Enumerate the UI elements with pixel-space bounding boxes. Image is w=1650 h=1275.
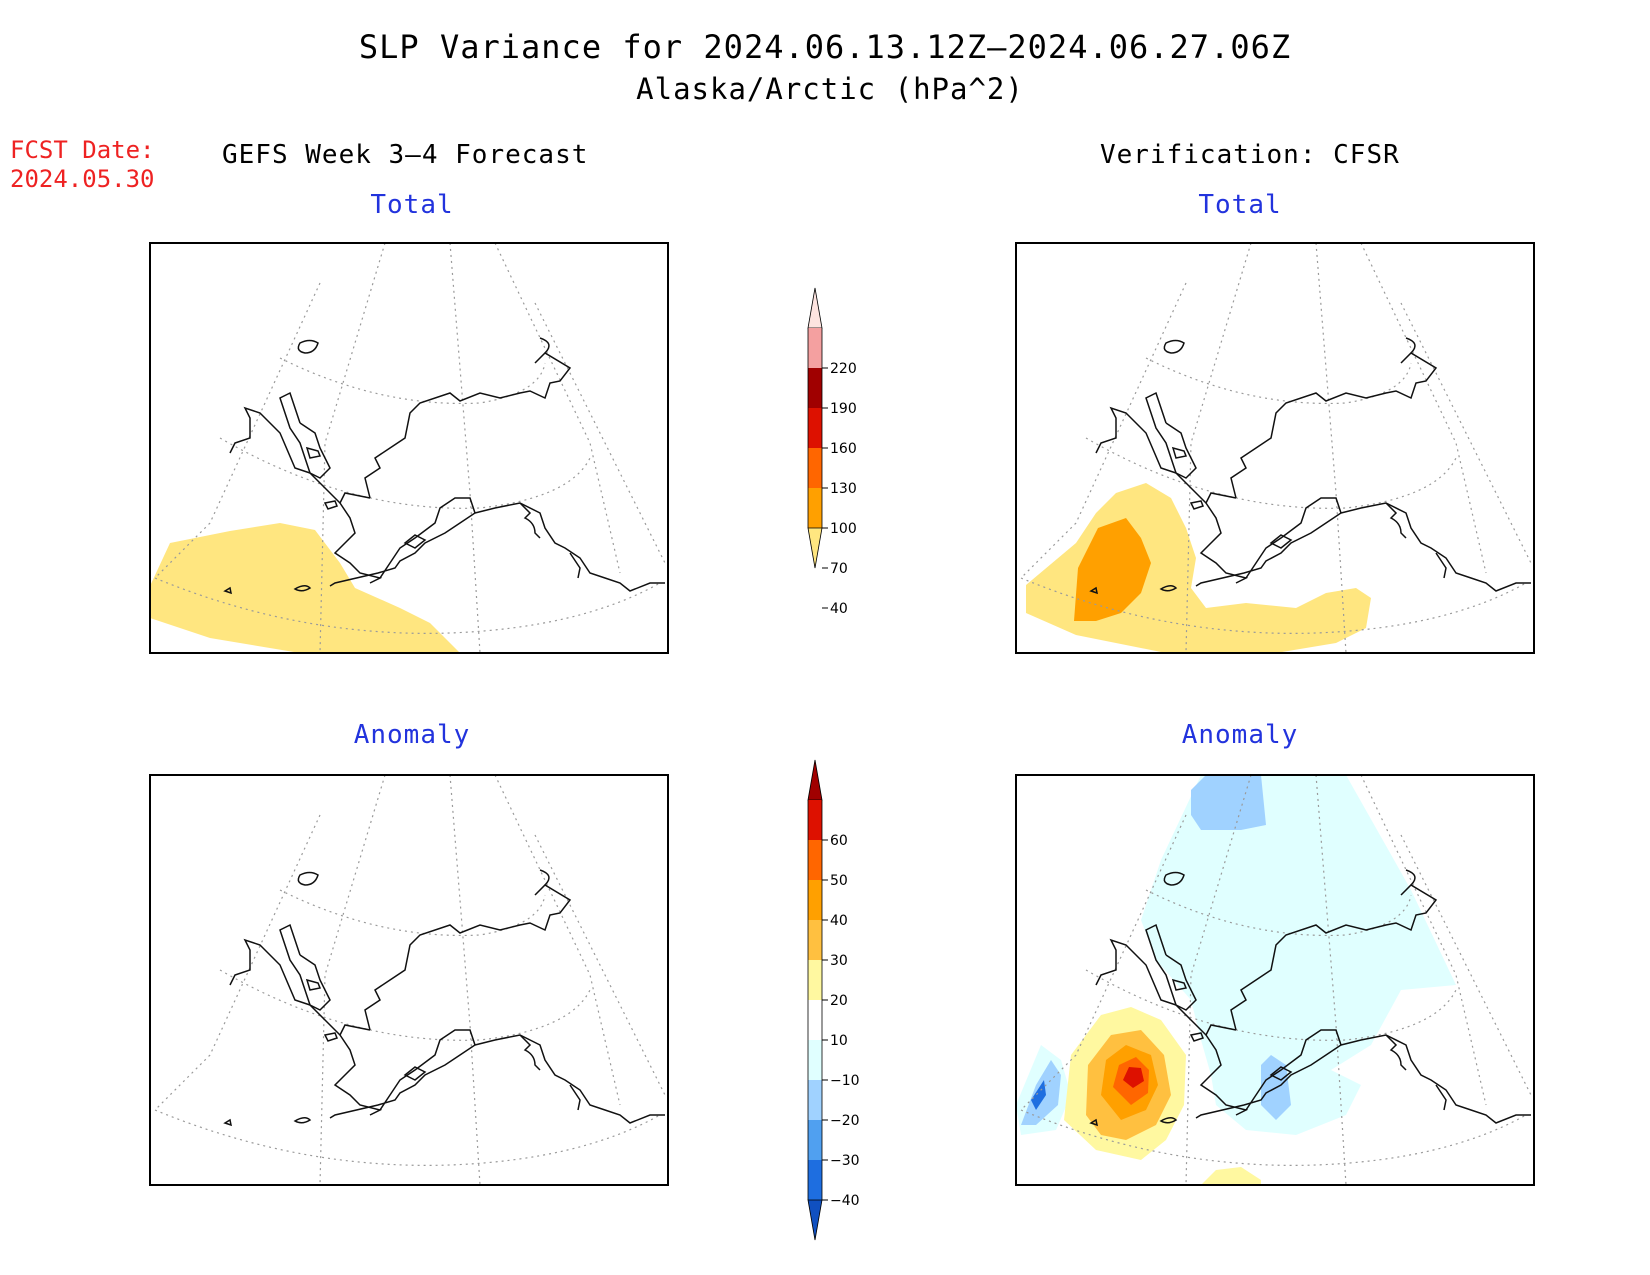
total-colorbar-tick-label: 160 (830, 441, 857, 457)
anomaly-minus20-30-region-north (1191, 775, 1266, 830)
forecast-total-title: Total (370, 190, 454, 220)
forecast-anomaly-frame (149, 774, 669, 1186)
forecast-date-value: 2024.05.30 (10, 165, 155, 193)
anomaly-colorbar-top-arrow (807, 759, 823, 801)
total-colorbar: 220 190 160 130 100 70 40 (807, 287, 857, 617)
anomaly-colorbar-tick-label: −20 (830, 1113, 860, 1129)
verification-anomaly-map (1015, 774, 1535, 1186)
anomaly-50-60-region (1123, 1067, 1144, 1088)
total-colorbar-tick-label: 130 (830, 481, 857, 497)
forecast-total-map (149, 242, 669, 654)
anomaly-colorbar-segment (808, 1040, 822, 1080)
variance-70-100-region (1074, 518, 1151, 621)
anomaly-colorbar-tick-label: 20 (830, 993, 848, 1009)
total-colorbar-segment (808, 368, 822, 408)
main-title: SLP Variance for 2024.06.13.12Z–2024.06.… (358, 28, 1292, 66)
anomaly-colorbar-segment (808, 840, 822, 880)
anomaly-colorbar-segment (808, 880, 822, 920)
right-column-title: Verification: CFSR (1100, 140, 1400, 170)
anomaly-colorbar-segment (808, 800, 822, 840)
anomaly-colorbar-tick-label: 60 (830, 833, 848, 849)
forecast-date-block: FCST Date: 2024.05.30 (10, 136, 155, 194)
variance-40-70-region (150, 523, 460, 653)
left-column-title: GEFS Week 3–4 Forecast (222, 140, 589, 170)
forecast-total-frame (149, 242, 669, 654)
sub-title: Alaska/Arctic (hPa^2) (636, 72, 1024, 106)
anomaly-colorbar-segment (808, 1120, 822, 1160)
anomaly-colorbar-tick-label: −40 (830, 1193, 860, 1209)
forecast-anomaly-title: Anomaly (353, 720, 471, 750)
anomaly-colorbar-segment (808, 1080, 822, 1120)
anomaly-colorbar-segment (808, 1160, 822, 1200)
verification-total-frame (1015, 242, 1535, 654)
anomaly-colorbar-segment (808, 1000, 822, 1040)
total-colorbar-segment (808, 408, 822, 448)
verification-total-title: Total (1198, 190, 1282, 220)
verification-anomaly-frame (1015, 774, 1535, 1186)
total-colorbar-tick-label: 70 (830, 561, 848, 577)
total-colorbar-segment (808, 488, 822, 528)
forecast-anomaly-map (149, 774, 669, 1186)
anomaly-colorbar: 60 50 40 30 20 10 −10 −20 −30 −40 (807, 759, 860, 1241)
total-colorbar-tick-label: 40 (830, 601, 848, 617)
total-colorbar-top-arrow (807, 287, 823, 329)
anomaly-colorbar-segment (808, 920, 822, 960)
anomaly-colorbar-tick-label: −30 (830, 1153, 860, 1169)
total-colorbar-tick-label: 100 (830, 521, 857, 537)
anomaly-colorbar-tick-label: 50 (830, 873, 848, 889)
total-colorbar-bottom-arrow (807, 527, 823, 569)
total-colorbar-tick-label: 220 (830, 361, 857, 377)
forecast-date-label: FCST Date: (10, 136, 155, 164)
anomaly-minus10-20-region (1141, 775, 1456, 1135)
anomaly-colorbar-tick-label: 10 (830, 1033, 848, 1049)
total-colorbar-tick-label: 190 (830, 401, 857, 417)
anomaly-colorbar-bottom-arrow (807, 1199, 823, 1241)
total-colorbar-segment (808, 328, 822, 368)
verification-anomaly-title: Anomaly (1181, 720, 1299, 750)
anomaly-colorbar-segment (808, 960, 822, 1000)
anomaly-colorbar-tick-label: 40 (830, 913, 848, 929)
anomaly-colorbar-tick-label: 30 (830, 953, 848, 969)
verification-total-map (1015, 242, 1535, 654)
anomaly-colorbar-tick-label: −10 (830, 1073, 860, 1089)
total-colorbar-segment (808, 448, 822, 488)
anomaly-minus30-40-region-west (1031, 1080, 1046, 1110)
anomaly-10-20-region-south (1201, 1167, 1261, 1185)
